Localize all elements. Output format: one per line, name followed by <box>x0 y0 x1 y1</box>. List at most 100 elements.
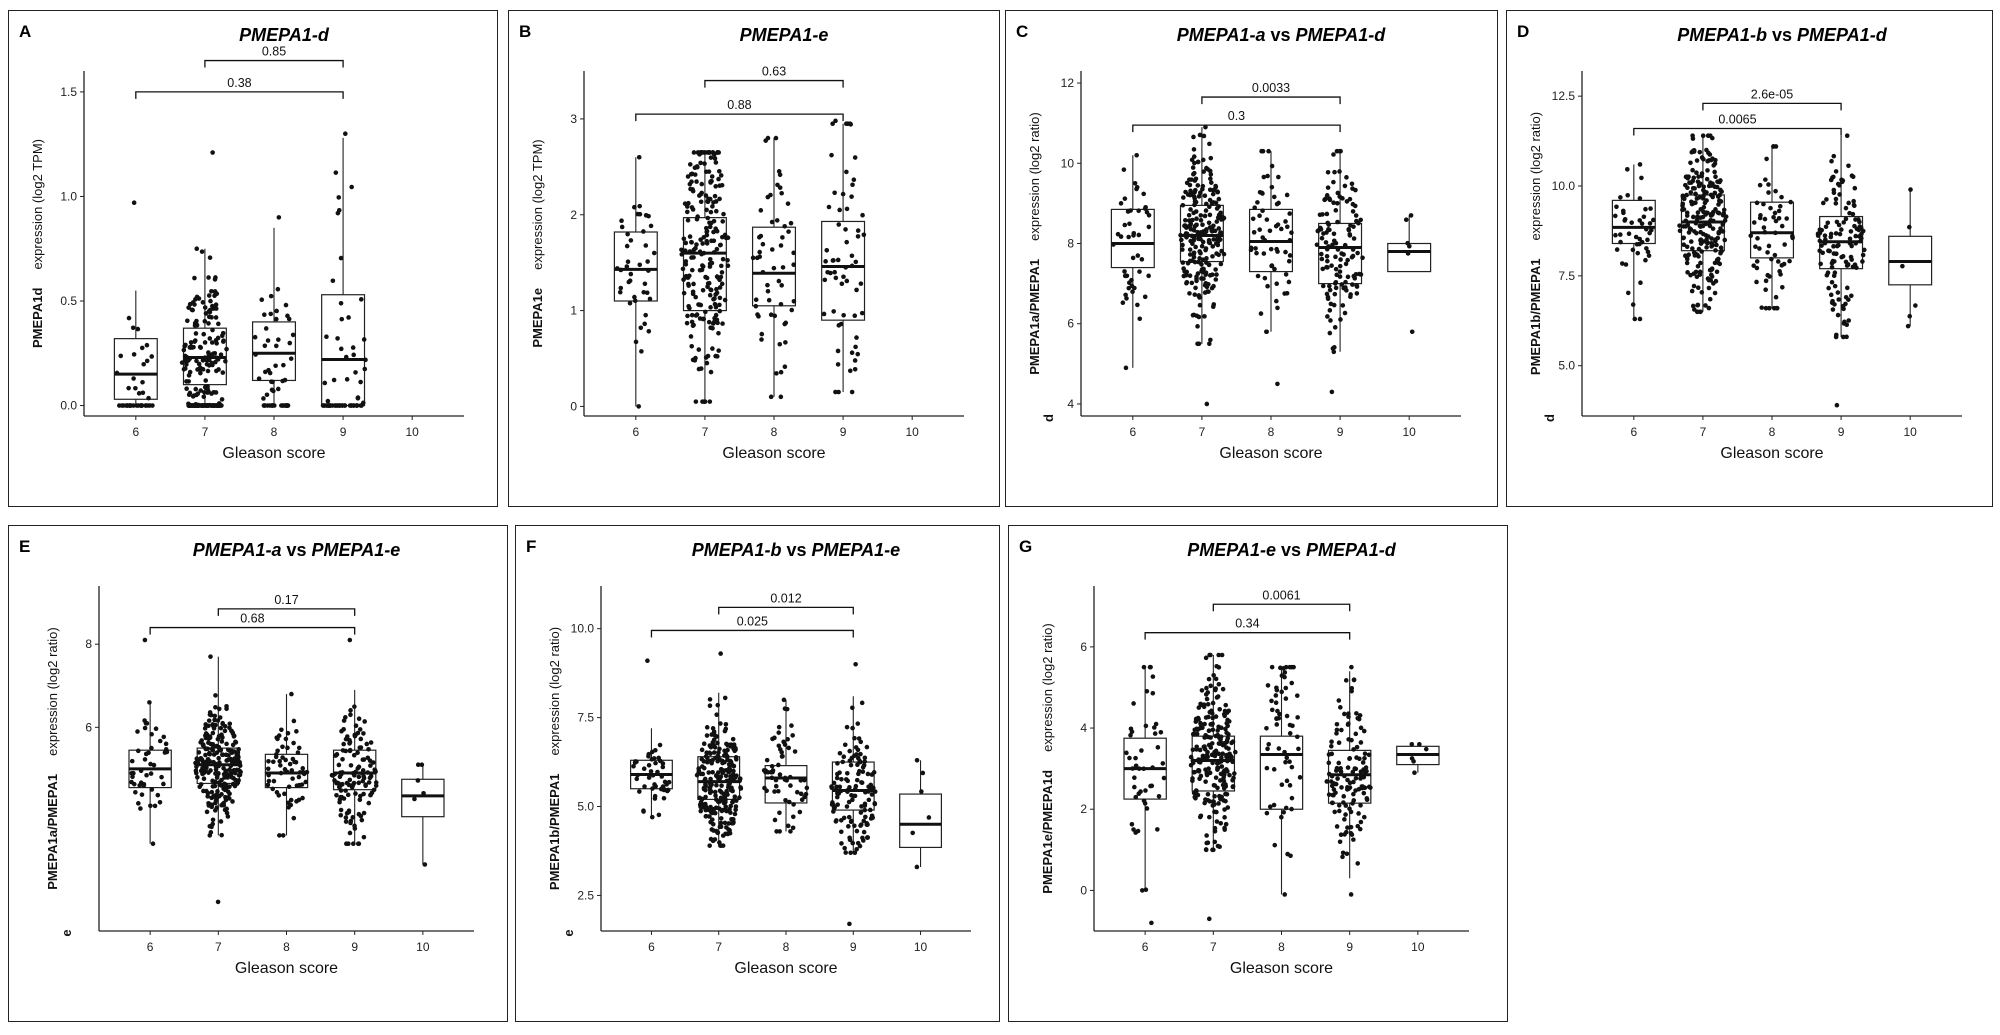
y-tick-label: 12.5 <box>1552 89 1576 103</box>
data-point <box>1151 725 1157 730</box>
data-point <box>776 788 781 794</box>
data-point <box>275 748 280 754</box>
data-point <box>720 219 726 224</box>
data-point <box>348 820 353 826</box>
data-point <box>194 764 199 769</box>
data-point <box>844 770 850 776</box>
data-point <box>712 301 718 307</box>
data-point <box>1191 194 1197 199</box>
chart-title-part: vs <box>281 540 311 560</box>
data-point <box>720 807 726 813</box>
data-point <box>1685 222 1691 228</box>
data-point <box>1325 185 1331 190</box>
data-point <box>703 781 708 787</box>
data-point <box>655 769 660 775</box>
y-axis-label-unit: expression (log2 ratio) <box>1528 112 1543 241</box>
data-point <box>289 691 294 697</box>
data-point <box>223 358 228 364</box>
data-point <box>1288 853 1293 859</box>
data-point <box>1283 249 1288 255</box>
data-point <box>1208 176 1213 181</box>
data-point <box>1187 252 1193 257</box>
data-point <box>206 275 211 280</box>
data-point <box>1835 290 1841 295</box>
data-point <box>1333 285 1339 291</box>
data-point <box>1209 201 1215 206</box>
x-tick-label: 8 <box>771 425 778 439</box>
data-point <box>1779 194 1784 200</box>
data-point <box>1845 285 1850 291</box>
data-point <box>1194 747 1199 752</box>
data-point <box>1214 219 1220 224</box>
data-point <box>1841 334 1846 340</box>
data-point <box>1188 754 1194 760</box>
data-point <box>126 315 132 321</box>
chart-title-part: PMEPA1-b <box>1677 25 1767 45</box>
data-point <box>689 312 695 318</box>
data-point <box>217 760 222 765</box>
data-point <box>1769 256 1774 262</box>
data-point <box>1344 288 1349 293</box>
data-point <box>208 654 213 659</box>
data-point <box>1211 223 1216 229</box>
data-point <box>153 726 159 732</box>
x-tick-label: 10 <box>1904 425 1918 439</box>
data-point <box>1330 800 1335 806</box>
data-point <box>1198 813 1204 819</box>
data-point <box>853 344 858 350</box>
data-point <box>1708 218 1714 224</box>
data-point <box>358 745 364 750</box>
data-point <box>1136 791 1142 797</box>
data-point <box>1210 304 1216 310</box>
data-point <box>1205 167 1211 172</box>
data-point <box>1219 725 1224 731</box>
data-point <box>271 778 277 784</box>
data-point <box>726 821 732 826</box>
data-point <box>776 743 782 749</box>
data-point <box>845 778 850 784</box>
data-point <box>722 232 728 238</box>
data-point <box>1287 759 1292 765</box>
data-point <box>686 283 691 288</box>
data-point <box>705 284 710 290</box>
data-point <box>711 743 717 748</box>
data-point <box>1691 271 1697 276</box>
data-point <box>849 350 855 356</box>
data-point <box>323 403 329 408</box>
data-point <box>856 771 861 777</box>
data-point <box>1214 233 1220 239</box>
data-point <box>137 783 142 788</box>
data-point <box>833 118 838 124</box>
data-point <box>1333 208 1339 213</box>
data-point <box>1755 236 1760 241</box>
data-point <box>1327 287 1333 293</box>
data-point <box>281 362 286 368</box>
data-point <box>787 799 792 805</box>
data-point <box>1188 762 1194 768</box>
data-point <box>713 199 719 204</box>
data-point <box>356 774 362 780</box>
data-point <box>628 238 634 243</box>
data-point <box>697 316 703 321</box>
data-point <box>133 790 138 795</box>
data-point <box>1357 756 1362 762</box>
data-point <box>776 724 782 730</box>
data-point <box>713 160 719 165</box>
data-point <box>765 135 771 141</box>
data-point <box>352 704 357 709</box>
data-point <box>1762 216 1768 222</box>
data-point <box>1118 234 1124 239</box>
data-point <box>690 289 696 295</box>
data-point <box>1214 819 1220 824</box>
box-group-8 <box>750 135 797 400</box>
data-point <box>221 803 227 808</box>
data-point <box>1331 200 1336 206</box>
data-point <box>1271 767 1277 772</box>
data-point <box>1622 218 1627 223</box>
data-point <box>714 228 720 234</box>
data-point <box>703 754 709 759</box>
data-point <box>203 378 209 383</box>
data-point <box>786 229 791 234</box>
data-point <box>1718 226 1723 231</box>
data-point <box>705 199 710 204</box>
